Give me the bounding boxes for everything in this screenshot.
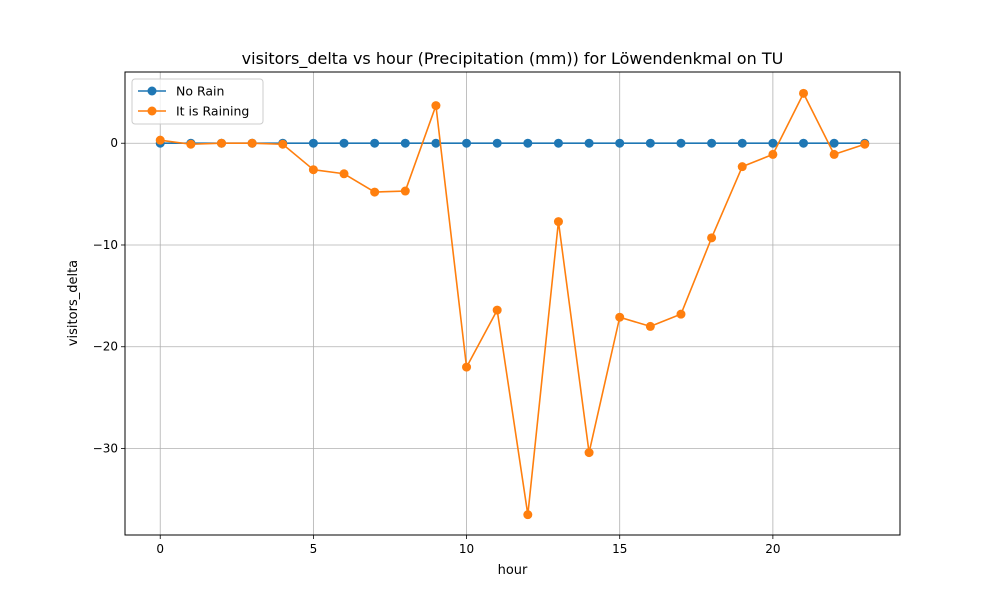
data-point-it-is-raining <box>186 139 196 149</box>
data-point-it-is-raining <box>615 312 625 322</box>
data-point-it-is-raining <box>370 187 380 197</box>
data-point-no-rain <box>553 138 563 148</box>
y-tick-label: −20 <box>93 340 118 354</box>
data-point-it-is-raining <box>155 135 165 145</box>
data-point-no-rain <box>737 138 747 148</box>
data-point-it-is-raining <box>400 186 410 196</box>
data-point-no-rain <box>829 138 839 148</box>
data-point-no-rain <box>768 138 778 148</box>
legend: No Rain It is Raining <box>131 78 264 125</box>
y-tick-label: 0 <box>110 136 118 150</box>
x-tick-label: 20 <box>765 542 780 556</box>
data-point-no-rain <box>431 138 441 148</box>
series-line-it-is-raining <box>160 92 866 516</box>
data-point-no-rain <box>707 138 717 148</box>
data-point-it-is-raining <box>768 149 778 159</box>
data-point-it-is-raining <box>799 88 809 98</box>
x-axis: 0 5 10 15 20 <box>156 535 781 556</box>
data-point-no-rain <box>462 138 472 148</box>
data-point-it-is-raining <box>707 233 717 243</box>
data-point-it-is-raining <box>339 169 349 179</box>
data-point-it-is-raining <box>584 448 594 458</box>
x-tick-label: 10 <box>459 542 474 556</box>
data-point-no-rain <box>339 138 349 148</box>
data-point-it-is-raining <box>829 149 839 159</box>
data-point-it-is-raining <box>645 321 655 331</box>
data-point-it-is-raining <box>308 165 318 175</box>
data-point-it-is-raining <box>216 138 226 148</box>
data-point-it-is-raining <box>553 217 563 227</box>
y-axis-label: visitors_delta <box>66 260 81 346</box>
data-point-no-rain <box>370 138 380 148</box>
data-point-no-rain <box>492 138 502 148</box>
x-tick-label: 5 <box>310 542 318 556</box>
data-point-it-is-raining <box>462 362 472 372</box>
data-point-it-is-raining <box>523 510 533 520</box>
data-point-it-is-raining <box>860 139 870 149</box>
plot-area <box>125 72 900 535</box>
data-point-it-is-raining <box>737 162 747 172</box>
legend-label-no-rain: No Rain <box>176 84 224 99</box>
data-point-no-rain <box>308 138 318 148</box>
data-point-no-rain <box>523 138 533 148</box>
data-point-no-rain <box>676 138 686 148</box>
x-tick-label: 15 <box>612 542 627 556</box>
data-point-no-rain <box>799 138 809 148</box>
data-point-no-rain <box>400 138 410 148</box>
series-it-is-raining <box>155 88 870 520</box>
x-tick-label: 0 <box>156 542 164 556</box>
y-tick-label: −10 <box>93 238 118 252</box>
chart-title: visitors_delta vs hour (Precipitation (m… <box>242 49 784 69</box>
legend-marker-it-is-raining <box>147 106 157 116</box>
data-point-no-rain <box>615 138 625 148</box>
y-tick-label: −30 <box>93 442 118 456</box>
series-layer <box>155 88 870 520</box>
data-point-no-rain <box>645 138 655 148</box>
data-point-it-is-raining <box>492 305 502 315</box>
y-axis: 0 −10 −20 −30 <box>93 136 125 456</box>
plot-frame <box>124 71 901 536</box>
data-point-it-is-raining <box>247 138 257 148</box>
data-point-it-is-raining <box>676 309 686 319</box>
data-point-no-rain <box>584 138 594 148</box>
data-point-it-is-raining <box>278 139 288 149</box>
legend-label-it-is-raining: It is Raining <box>176 104 249 119</box>
x-axis-label: hour <box>498 563 528 578</box>
legend-marker-no-rain <box>147 86 157 96</box>
data-point-it-is-raining <box>431 101 441 111</box>
